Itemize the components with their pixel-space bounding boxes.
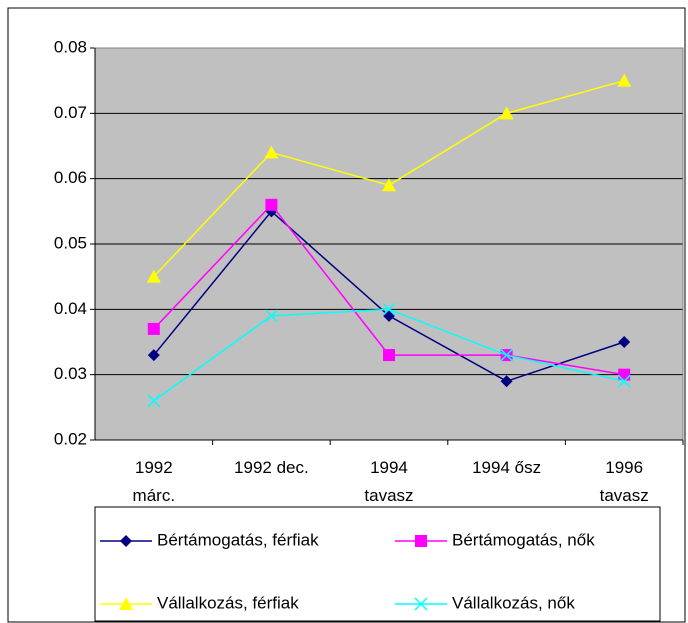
- marker: [383, 349, 395, 362]
- legend-label: Bértámogatás, férfiak: [157, 530, 319, 549]
- y-tick-label: 0.08: [54, 37, 87, 56]
- marker: [617, 374, 631, 388]
- marker: [120, 535, 132, 547]
- marker: [265, 198, 278, 211]
- marker: [264, 145, 279, 159]
- x-tick-label-box: 1992 dec.: [234, 458, 309, 477]
- legend-label: Vállalkozás, férfiak: [157, 593, 299, 612]
- marker: [382, 178, 396, 192]
- marker: [414, 597, 428, 611]
- marker: [119, 597, 133, 610]
- legend-marker: [120, 535, 132, 547]
- legend-marker: [415, 535, 427, 547]
- legend-label: Vállalkozás, nők: [452, 593, 575, 612]
- legend-label: Bértámogatás, nők: [452, 530, 595, 549]
- y-tick-label: 0.02: [54, 429, 87, 448]
- x-tick-label: 1992 dec.: [234, 458, 309, 477]
- marker: [618, 368, 631, 381]
- y-tick-label: 0.04: [54, 299, 87, 318]
- y-tick-label: 0.05: [54, 233, 87, 252]
- legend-marker: [414, 597, 428, 611]
- legend-box: [94, 506, 661, 622]
- x-tick-label-box: 1994 tavasz: [364, 458, 414, 505]
- x-tick-label: 1992 márc.: [132, 458, 176, 505]
- x-tick-label: 1996 tavasz: [599, 458, 649, 505]
- marker: [617, 73, 632, 87]
- marker: [147, 394, 161, 408]
- y-tick-label: 0.03: [54, 364, 87, 383]
- marker: [382, 302, 396, 316]
- legend-marker: [119, 597, 133, 610]
- x-tick-label-box: 1992 márc.: [132, 458, 176, 505]
- marker: [264, 309, 278, 323]
- marker: [147, 349, 160, 362]
- x-tick-label: 1994 ősz: [472, 458, 542, 477]
- marker: [618, 336, 631, 348]
- x-tick-label-box: 1994 ősz: [472, 458, 542, 477]
- y-tick-label: 0.06: [54, 168, 87, 187]
- marker: [146, 269, 161, 283]
- marker: [499, 106, 514, 120]
- marker: [415, 535, 427, 547]
- marker: [147, 322, 160, 335]
- x-tick-label-box: 1996 tavasz: [599, 458, 649, 505]
- marker: [500, 348, 514, 362]
- marker: [500, 375, 513, 388]
- y-tick-label: 0.07: [54, 103, 87, 122]
- x-tick-label: 1994 tavasz: [364, 458, 414, 505]
